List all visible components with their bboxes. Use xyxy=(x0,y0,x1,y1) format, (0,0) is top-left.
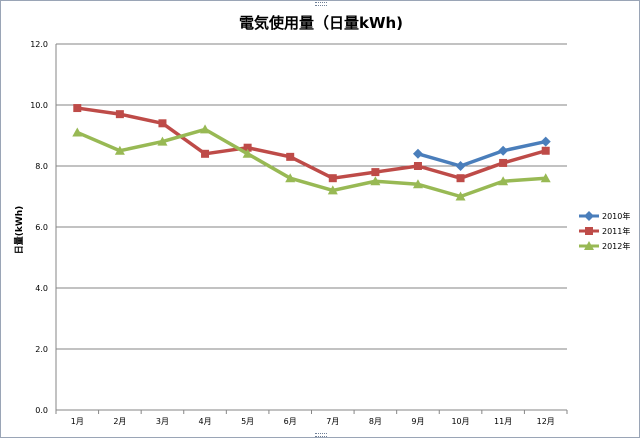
data-point xyxy=(540,136,551,147)
data-point xyxy=(242,148,253,158)
data-point xyxy=(412,148,423,159)
data-point xyxy=(370,176,381,186)
x-tick-label: 3月 xyxy=(156,417,169,426)
y-tick-label: 12.0 xyxy=(30,40,48,49)
series-2010年 xyxy=(412,136,551,171)
data-point xyxy=(115,110,124,119)
series-line xyxy=(77,106,547,180)
data-point xyxy=(455,161,466,171)
legend-label: 2012年 xyxy=(602,241,630,251)
data-point xyxy=(157,136,168,146)
series-2012年 xyxy=(72,124,551,201)
x-tick-label: 9月 xyxy=(411,417,424,426)
y-tick-label: 8.0 xyxy=(35,162,48,171)
series-line xyxy=(76,127,546,199)
data-point xyxy=(412,179,423,189)
chart-title: 電気使用量（日量kWh) xyxy=(239,14,403,32)
legend-entry: 2012年 xyxy=(579,241,630,251)
y-axis-label: 日量(kWh) xyxy=(13,206,25,255)
resize-handle-top[interactable] xyxy=(315,2,327,6)
legend-marker xyxy=(585,227,593,235)
data-point xyxy=(498,145,509,156)
x-tick-label: 1月 xyxy=(71,417,84,426)
data-point xyxy=(413,162,422,170)
data-point xyxy=(327,185,338,195)
legend: 2010年 2011年 2012年 xyxy=(579,211,630,251)
series-2011年 xyxy=(73,104,550,183)
data-point xyxy=(456,174,465,183)
data-point xyxy=(499,158,508,167)
legend-marker xyxy=(584,211,594,221)
x-tick-label: 10月 xyxy=(451,417,469,426)
y-tick-label: 4.0 xyxy=(35,284,48,293)
x-tick-label: 4月 xyxy=(198,417,211,426)
y-tick-label: 2.0 xyxy=(35,345,48,354)
legend-entry: 2011年 xyxy=(579,226,630,236)
legend-entry: 2010年 xyxy=(579,211,630,221)
legend-label: 2011年 xyxy=(602,226,630,236)
x-tick-label: 11月 xyxy=(494,417,512,426)
x-tick-label: 7月 xyxy=(326,417,339,426)
data-point xyxy=(243,143,252,152)
series-line xyxy=(417,139,547,168)
x-tick-label: 5月 xyxy=(241,417,254,426)
data-point xyxy=(286,152,295,161)
data-point xyxy=(201,149,210,158)
data-point xyxy=(73,104,82,113)
y-tick-label: 6.0 xyxy=(35,223,48,232)
data-point xyxy=(72,127,83,137)
data-point xyxy=(285,173,296,183)
x-tick-label: 2月 xyxy=(113,417,126,426)
y-tick-label: 0.0 xyxy=(35,406,48,415)
x-tick-label: 12月 xyxy=(537,417,555,426)
y-tick-label: 10.0 xyxy=(30,101,48,110)
plot-area: 0.0 2.0 4.0 6.0 8.0 10.0 12.0 1月 2月 3月 4月 5月 6月 7月 8月 9… xyxy=(30,40,568,426)
legend-label: 2010年 xyxy=(602,211,630,221)
data-point xyxy=(498,176,509,186)
data-point xyxy=(541,146,550,155)
x-tick-label: 8月 xyxy=(369,417,382,426)
data-point xyxy=(540,173,551,183)
data-point xyxy=(114,145,125,155)
x-tick-label: 6月 xyxy=(284,417,297,426)
resize-handle-bottom[interactable] xyxy=(315,433,327,437)
data-point xyxy=(328,174,337,183)
data-point xyxy=(455,191,466,201)
data-point xyxy=(200,124,211,134)
data-point xyxy=(371,168,380,177)
data-point xyxy=(158,119,167,128)
legend-marker xyxy=(584,241,594,250)
